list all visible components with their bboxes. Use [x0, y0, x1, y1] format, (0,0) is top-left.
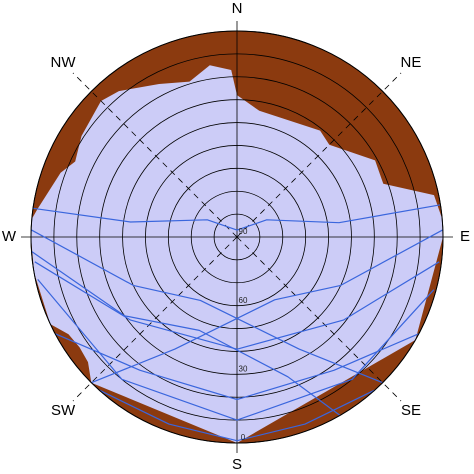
- direction-label: NW: [51, 54, 77, 71]
- diagonal-line: [72, 72, 238, 238]
- satellite-track: [54, 333, 420, 401]
- direction-label: W: [2, 228, 17, 245]
- direction-label: S: [232, 456, 242, 473]
- satellite-track: [32, 204, 441, 231]
- elevation-label: 90: [239, 227, 248, 236]
- diagonal-line: [72, 236, 238, 402]
- diagonal-line: [236, 72, 402, 238]
- satellite-track: [91, 229, 444, 384]
- elevation-label: 0: [241, 433, 246, 442]
- elevation-label: 30: [239, 364, 248, 373]
- satellite-track: [34, 261, 440, 350]
- direction-label: SW: [51, 402, 76, 419]
- satellite-track: [30, 229, 383, 384]
- direction-label: SE: [401, 402, 421, 419]
- direction-label: N: [232, 0, 243, 17]
- satellite-track: [31, 250, 341, 416]
- horizon: [30, 30, 444, 444]
- elevation-label: 60: [239, 296, 248, 305]
- satellite-track: [98, 389, 376, 442]
- diagonal-line: [236, 236, 402, 402]
- satellite-track: [37, 279, 435, 421]
- direction-label: E: [460, 228, 470, 245]
- direction-label: NE: [401, 54, 422, 71]
